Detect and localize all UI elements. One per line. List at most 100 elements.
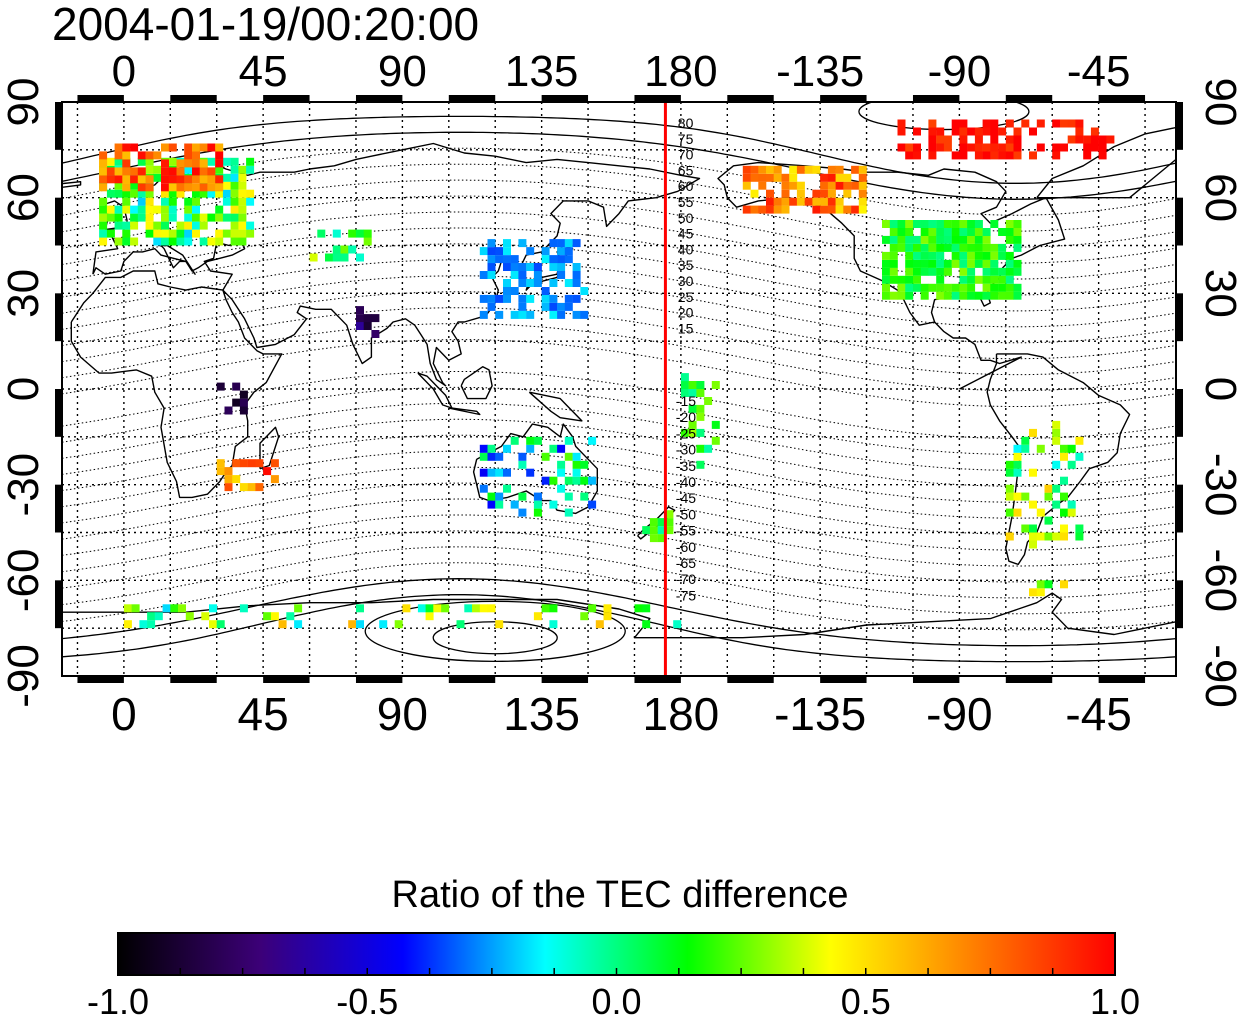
tec-cell: [711, 436, 720, 445]
tec-cell: [1036, 444, 1045, 453]
tec-cell: [897, 220, 906, 228]
tec-cell: [526, 294, 535, 303]
tec-cell: [239, 483, 248, 492]
tec-cell: [356, 314, 364, 323]
tec-cell: [246, 189, 255, 198]
lon-label-bottom: 90: [377, 688, 428, 740]
tec-cell: [572, 271, 581, 279]
tec-cell: [1044, 532, 1053, 541]
tec-cell: [147, 612, 156, 621]
tec-cell: [936, 283, 945, 292]
tec-cell: [340, 253, 349, 262]
lat-label-left: -90: [0, 644, 48, 708]
tec-cell: [176, 159, 185, 168]
tec-cell: [510, 310, 519, 319]
tec-cell: [905, 243, 914, 252]
tec-cell: [773, 205, 782, 214]
tec-cell: [122, 159, 131, 168]
tec-cell: [820, 197, 829, 206]
tec-cell: [1021, 492, 1030, 501]
tec-cell: [518, 310, 527, 319]
tec-cell: [99, 183, 108, 192]
tec-cell: [168, 175, 177, 184]
tec-cell: [580, 460, 589, 469]
tec-cell: [224, 406, 233, 415]
tec-cell: [332, 253, 341, 262]
tec-cell: [215, 165, 224, 174]
lon-label-top: 180: [644, 47, 717, 96]
tec-cell: [533, 612, 542, 621]
tec-cell: [897, 228, 906, 236]
frame-tick-bar: [77, 676, 124, 683]
tec-cell: [184, 183, 193, 192]
tec-cell: [199, 159, 208, 168]
tec-cell: [168, 229, 177, 238]
tec-cell: [533, 492, 542, 501]
magnetic-contour: [62, 259, 1176, 328]
tec-cell: [207, 189, 216, 198]
magnetic-contour: [62, 562, 1176, 631]
magnetic-contour: [62, 386, 1176, 455]
tec-cell: [920, 220, 929, 228]
tec-cell: [943, 135, 952, 144]
tec-cell: [1044, 484, 1053, 493]
tec-cell: [99, 175, 108, 184]
tec-cell: [642, 604, 651, 613]
magnetic-contour: [62, 115, 1176, 184]
tec-cell: [137, 157, 146, 166]
tec-cell: [239, 604, 248, 613]
coastline: [417, 372, 453, 409]
tec-cell: [184, 205, 193, 214]
tec-cell: [843, 189, 852, 198]
tec-cell: [417, 604, 426, 613]
tec-cell: [1098, 135, 1107, 144]
tec-cell: [1005, 228, 1014, 236]
tec-cell: [1021, 444, 1030, 453]
tec-cell: [99, 205, 108, 214]
frame-tick-bar: [263, 676, 310, 683]
tec-cell: [541, 452, 550, 461]
tec-cell: [704, 444, 713, 453]
tec-cell: [649, 526, 658, 535]
tec-cell: [130, 143, 139, 152]
tec-cell: [1075, 532, 1084, 541]
tec-cell: [1036, 119, 1045, 128]
tec-cell: [168, 183, 177, 192]
frame-tick-bar: [1176, 102, 1183, 150]
magnetic-contour: [62, 291, 1176, 360]
tec-cell: [472, 604, 480, 613]
tec-cell: [145, 229, 154, 238]
tec-cell: [464, 604, 473, 613]
tec-cell: [541, 604, 550, 613]
tec-cell: [479, 310, 488, 319]
tec-cell: [1029, 524, 1037, 533]
tec-cell: [549, 476, 558, 485]
tec-cell: [1036, 143, 1045, 152]
tec-cell: [1067, 460, 1076, 469]
frame-ticks: [55, 95, 1183, 683]
tec-cell: [192, 143, 200, 152]
tec-cell: [145, 205, 154, 214]
tec-cell: [742, 173, 751, 182]
tec-cell: [114, 189, 123, 198]
tec-cell: [215, 143, 224, 152]
tec-cell: [348, 245, 357, 254]
tec-cell: [1021, 436, 1030, 445]
frame-tick-bar: [170, 95, 217, 102]
tec-cell: [928, 259, 937, 268]
tec-cell: [920, 243, 929, 252]
tec-cell: [549, 310, 558, 319]
tec-cell: [943, 243, 952, 252]
tec-cell: [982, 235, 991, 244]
tec-cell: [897, 291, 906, 300]
tec-cell: [184, 229, 193, 238]
tec-cell: [99, 237, 108, 246]
tec-cell: [967, 235, 976, 244]
tec-cell: [974, 127, 983, 136]
tec-cell: [936, 135, 945, 144]
tec-cell: [773, 165, 782, 174]
tec-cell: [184, 175, 193, 184]
tec-cell: [889, 267, 898, 276]
tec-cell: [990, 283, 999, 292]
tec-cell: [588, 476, 597, 485]
